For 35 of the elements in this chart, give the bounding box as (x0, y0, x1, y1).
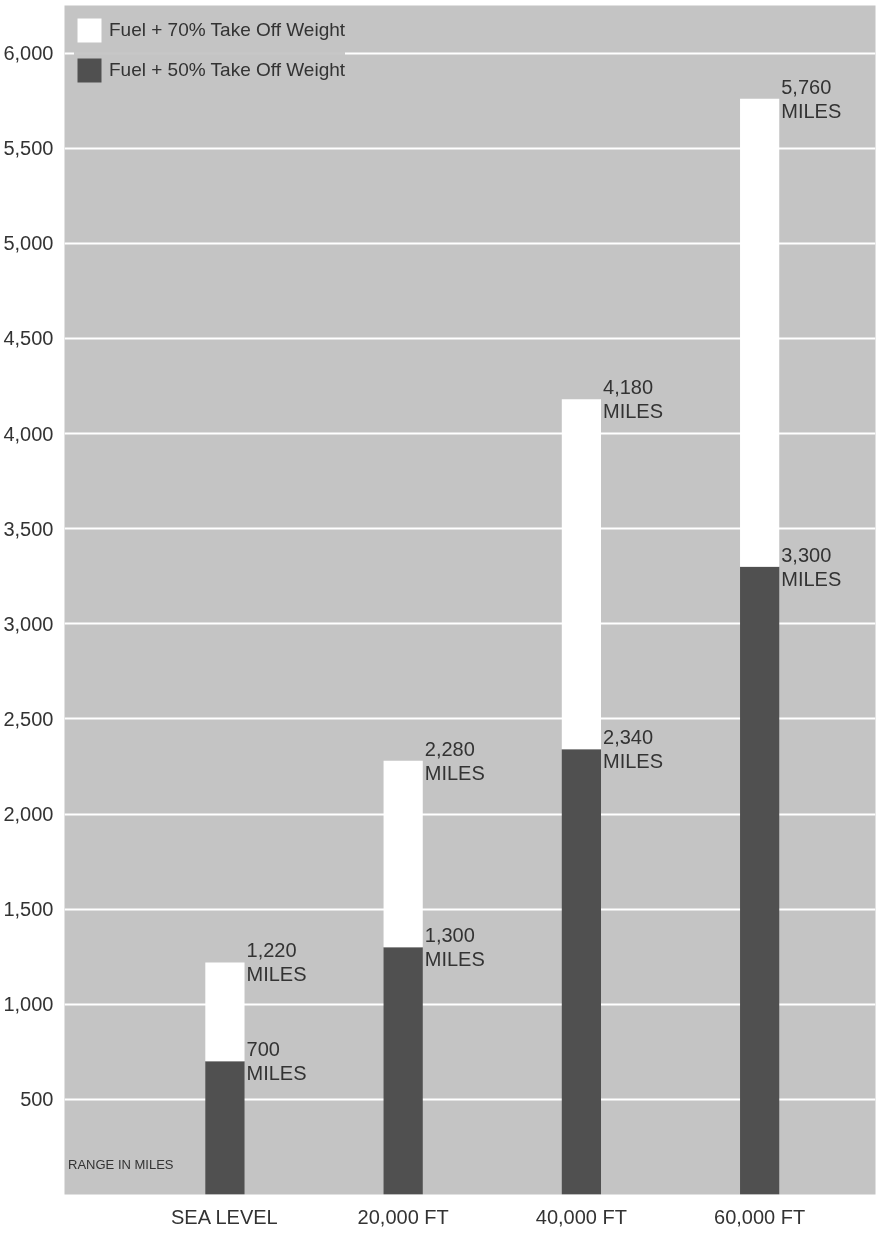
y-tick-label: 1,000 (3, 993, 54, 1016)
y-tick-label: 500 (20, 1088, 54, 1111)
x-tick-label: 60,000 FT (714, 1205, 806, 1228)
x-tick-label: 40,000 FT (535, 1205, 627, 1228)
y-tick-label: 3,000 (3, 612, 54, 635)
y-tick-label: 4,000 (3, 422, 54, 445)
bar (205, 1061, 245, 1195)
bar (740, 566, 780, 1195)
x-tick-label: SEA LEVEL (171, 1205, 278, 1228)
bar (205, 962, 245, 1062)
annotation: 1,300 MILES (424, 924, 485, 971)
y-tick-label: 2,000 (3, 803, 54, 826)
bar (740, 98, 780, 567)
annotation: RANGE IN MILES (68, 1156, 174, 1172)
total-label: 1,220 MILES (246, 939, 307, 986)
annotation: 700 MILES (246, 1038, 307, 1085)
total-label: 5,760 MILES (781, 75, 842, 122)
bar (383, 947, 423, 1195)
y-tick-label: 6,000 (3, 42, 54, 65)
y-tick-label: 4,500 (3, 327, 54, 350)
y-tick-label: 5,000 (3, 232, 54, 255)
y-tick-label: 3,500 (3, 517, 54, 540)
bar (561, 749, 602, 1195)
annotation: 3,300 MILES (781, 543, 842, 590)
bar (561, 399, 602, 750)
y-tick-label: 2,500 (3, 707, 54, 730)
y-tick-label: 5,500 (3, 137, 54, 160)
x-tick-label: 20,000 FT (357, 1205, 449, 1228)
legend-label: Fuel + 70% Take Off Weight (109, 19, 346, 41)
legend-label: Fuel + 50% Take Off Weight (109, 59, 346, 81)
bar (383, 760, 423, 948)
annotation: 2,340 MILES (603, 726, 664, 773)
total-label: 4,180 MILES (603, 376, 664, 423)
y-tick-label: 1,500 (3, 898, 54, 921)
total-label: 2,280 MILES (424, 737, 485, 784)
